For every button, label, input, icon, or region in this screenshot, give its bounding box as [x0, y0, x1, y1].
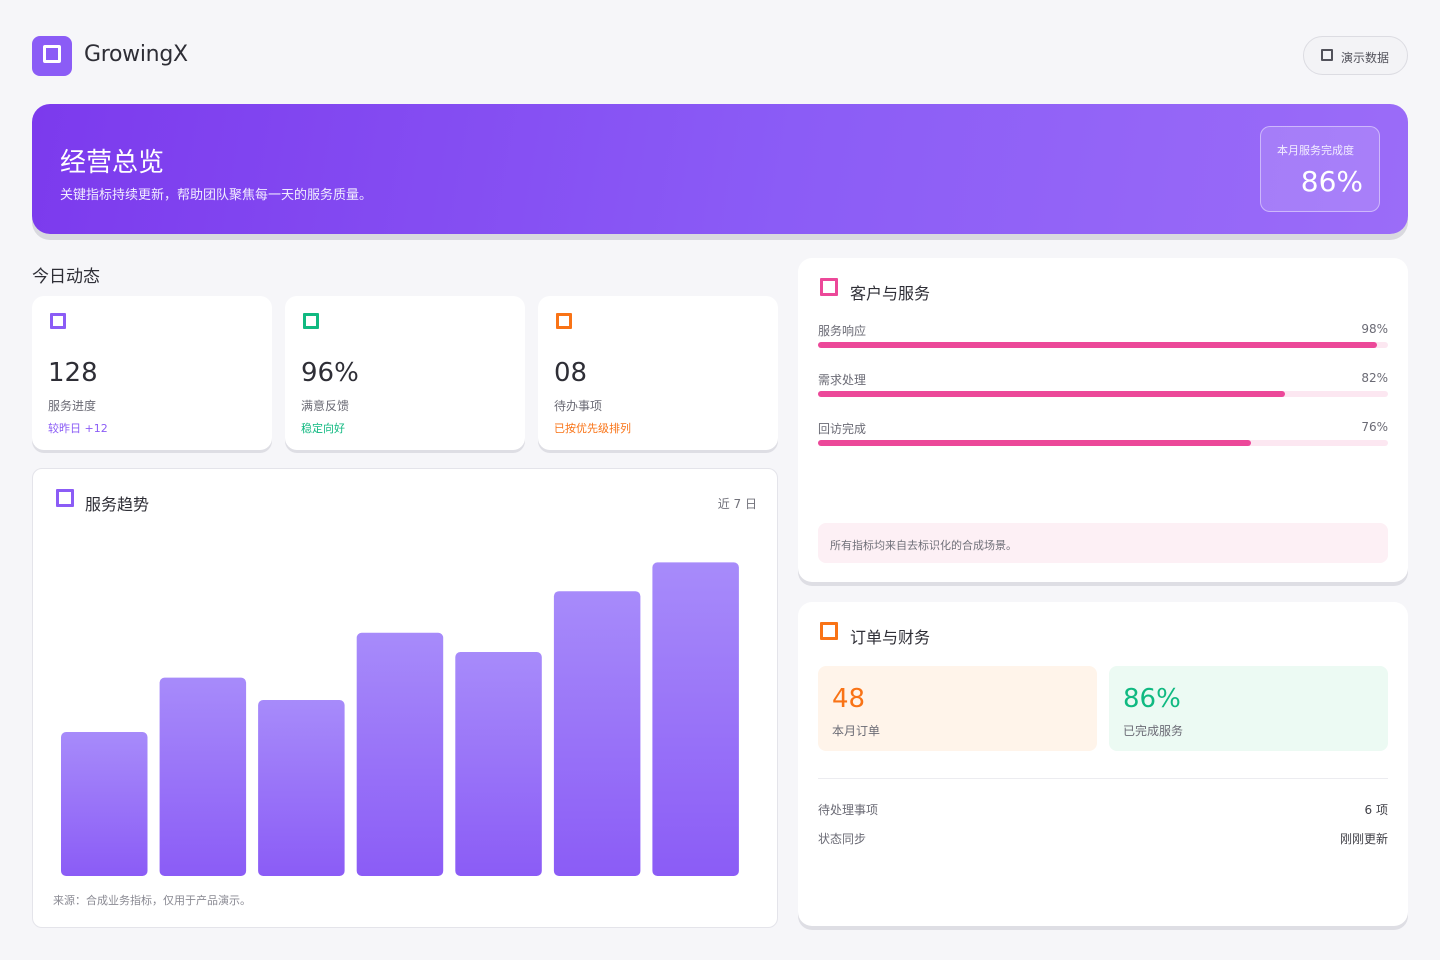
monthly-completion-kpi: 本月服务完成度 86% — [1260, 126, 1380, 212]
stat-card-todo[interactable]: 08 待办事项 已按优先级排列 — [538, 296, 778, 450]
stat-label: 满意反馈 — [301, 399, 350, 413]
square-icon — [56, 489, 74, 507]
metric-percent: 98% — [1361, 322, 1388, 336]
progress-track — [818, 342, 1388, 348]
logo-icon[interactable] — [32, 36, 72, 76]
overview-banner: 经营总览 关键指标持续更新，帮助团队聚焦每一天的服务质量。 本月服务完成度 86… — [32, 104, 1408, 234]
stat-value: 128 — [48, 358, 98, 388]
progress-fill — [818, 342, 1377, 348]
demo-data-button[interactable]: 演示数据 — [1303, 36, 1408, 75]
kpi-label: 本月服务完成度 — [1277, 144, 1354, 157]
square-icon — [303, 313, 319, 329]
stat-note: 稳定向好 — [301, 422, 345, 435]
row-key: 待处理事项 — [818, 803, 879, 817]
chart-source-note: 来源：合成业务指标，仅用于产品演示。 — [53, 894, 251, 907]
tile-label: 本月订单 — [832, 724, 881, 738]
row-sync-status: 状态同步 刚刚更新 — [818, 830, 1388, 848]
progress-track — [818, 440, 1388, 446]
chart-bar[interactable] — [159, 677, 247, 876]
progress-fill — [818, 440, 1252, 446]
row-value: 刚刚更新 — [1339, 832, 1388, 846]
chart-bar[interactable] — [61, 732, 148, 876]
stat-card-satisfaction[interactable]: 96% 满意反馈 稳定向好 — [285, 296, 525, 450]
chart-bar[interactable] — [652, 562, 739, 876]
card-title: 订单与财务 — [850, 628, 931, 647]
tile-completed-services[interactable]: 86% 已完成服务 — [1109, 666, 1388, 751]
progress-fill — [818, 391, 1286, 397]
customer-service-card: 客户与服务 服务响应 98% 需求处理 82% 回访完成 76% 所有指标均来自… — [798, 258, 1408, 582]
square-icon — [1321, 49, 1333, 61]
chart-bar[interactable] — [455, 652, 542, 876]
stat-value: 08 — [554, 358, 588, 388]
card-title: 客户与服务 — [850, 284, 931, 303]
metric-label: 服务响应 — [818, 324, 867, 338]
demo-data-label: 演示数据 — [1341, 51, 1390, 65]
stat-note: 较昨日 +12 — [48, 422, 108, 435]
square-icon — [820, 278, 838, 296]
today-section-title: 今日动态 — [32, 267, 100, 287]
chart-bar[interactable] — [553, 591, 641, 876]
tile-monthly-orders[interactable]: 48 本月订单 — [818, 666, 1097, 751]
row-value: 6 项 — [1364, 803, 1388, 817]
range-selector[interactable]: 近 7 日 — [717, 497, 757, 511]
brand-name: GrowingX — [84, 42, 188, 67]
metric-percent: 82% — [1361, 371, 1388, 385]
tile-value: 48 — [832, 684, 866, 714]
row-pending-items: 待处理事项 6 项 — [818, 801, 1388, 819]
tile-label: 已完成服务 — [1123, 724, 1184, 738]
bar-chart — [61, 562, 739, 876]
page-subtitle: 关键指标持续更新，帮助团队聚焦每一天的服务质量。 — [60, 188, 373, 203]
stat-note: 已按优先级排列 — [554, 422, 631, 435]
app-header: GrowingX 演示数据 — [32, 36, 1408, 76]
divider — [818, 778, 1388, 779]
square-icon — [820, 622, 838, 640]
square-icon — [50, 313, 66, 329]
info-note-text: 所有指标均来自去标识化的合成场景。 — [830, 539, 1017, 552]
metric-follow-up: 回访完成 76% — [818, 420, 1388, 460]
stat-label: 服务进度 — [48, 399, 97, 413]
metric-request-handling: 需求处理 82% — [818, 371, 1388, 411]
info-note: 所有指标均来自去标识化的合成场景。 — [818, 523, 1388, 563]
metric-percent: 76% — [1361, 420, 1388, 434]
metric-label: 回访完成 — [818, 422, 867, 436]
orders-finance-card: 订单与财务 48 本月订单 86% 已完成服务 待处理事项 6 项 状态同步 刚… — [798, 602, 1408, 926]
chart-bar[interactable] — [258, 700, 345, 876]
metric-label: 需求处理 — [818, 373, 867, 387]
stat-value: 96% — [301, 358, 359, 388]
square-icon — [556, 313, 572, 329]
chart-bar[interactable] — [356, 632, 444, 876]
tile-value: 86% — [1123, 684, 1181, 714]
kpi-value: 86% — [1300, 165, 1363, 198]
progress-track — [818, 391, 1388, 397]
service-trend-card: 服务趋势 近 7 日 来源：合成业务指标，仅用于产品演示。 — [32, 468, 778, 928]
row-key: 状态同步 — [818, 832, 867, 846]
stat-card-service-progress[interactable]: 128 服务进度 较昨日 +12 — [32, 296, 272, 450]
metric-service-response: 服务响应 98% — [818, 322, 1388, 362]
chart-title: 服务趋势 — [85, 495, 150, 514]
stat-label: 待办事项 — [554, 399, 603, 413]
page-title: 经营总览 — [60, 148, 165, 178]
